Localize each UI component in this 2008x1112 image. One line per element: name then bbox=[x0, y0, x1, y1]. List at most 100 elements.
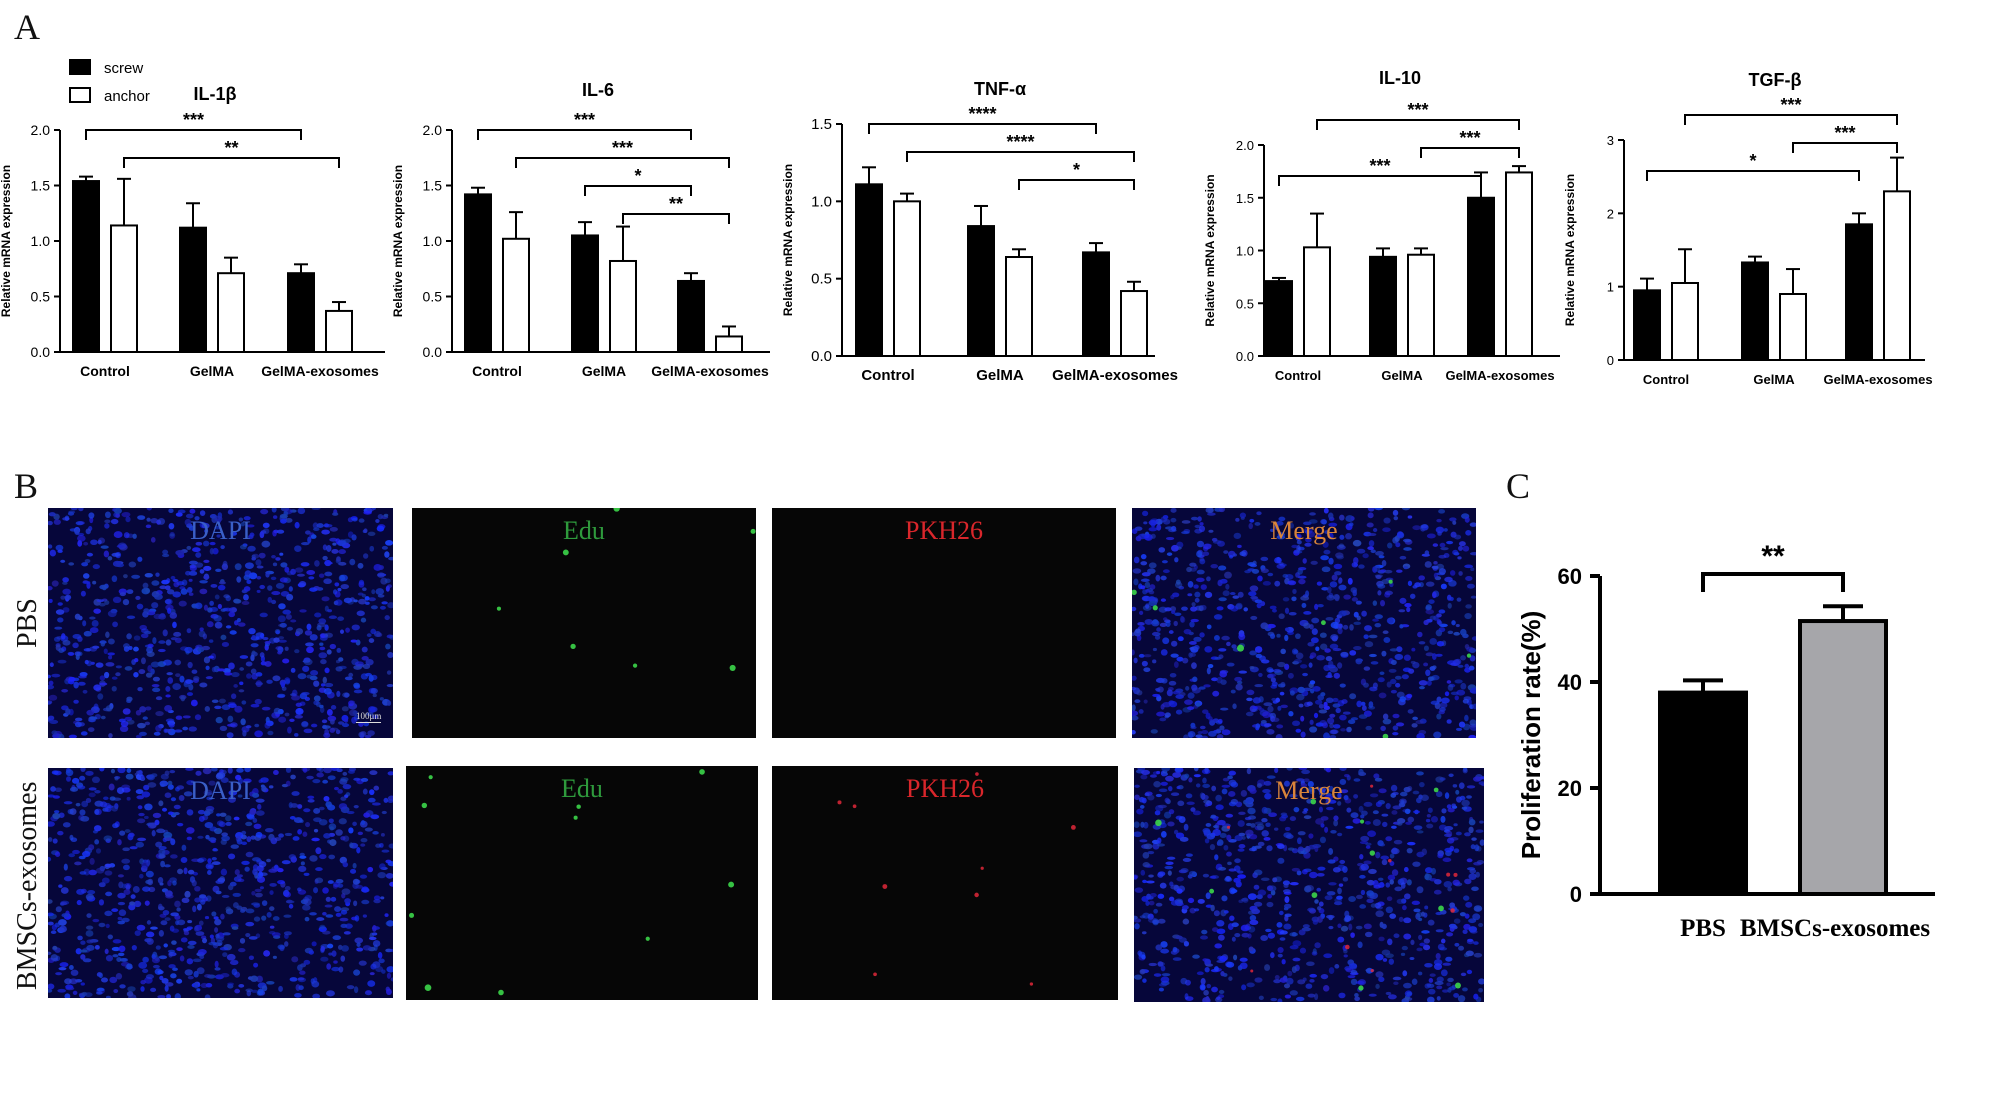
svg-text:****: **** bbox=[968, 104, 996, 124]
channel-label: Edu bbox=[561, 774, 603, 803]
chart-title: IL-10 bbox=[1379, 68, 1421, 88]
micrograph-pbs-merge: Merge bbox=[1132, 508, 1476, 738]
bar-anchor bbox=[502, 237, 530, 353]
bar-screw bbox=[1467, 196, 1495, 357]
bar-anchor bbox=[1779, 293, 1807, 361]
y-tick-label: 3 bbox=[1607, 133, 1614, 148]
significance-bracket: ** bbox=[123, 138, 340, 168]
y-axis-label: Relative mRNA expression bbox=[781, 164, 795, 316]
svg-text:*: * bbox=[1749, 151, 1756, 171]
significance-bracket: *** bbox=[515, 138, 730, 168]
significance-bracket: *** bbox=[1684, 95, 1898, 125]
y-tick-label: 1 bbox=[1607, 280, 1614, 295]
y-axis-label: Relative mRNA expression bbox=[391, 165, 405, 317]
bar-screw bbox=[1741, 261, 1769, 362]
micrograph-bmscs-exosomes-merge: Merge bbox=[1134, 768, 1484, 1002]
y-tick-label: 0.0 bbox=[423, 344, 443, 360]
svg-text:*: * bbox=[1073, 160, 1080, 180]
significance-bracket: **** bbox=[906, 132, 1135, 162]
y-tick-label: 1.0 bbox=[31, 233, 51, 249]
category-label: BMSCs-exosomes bbox=[1740, 915, 1931, 942]
category-label: GelMA-exosomes bbox=[261, 363, 379, 379]
micrograph-bmscs-exosomes-edu: Edu bbox=[406, 766, 758, 1000]
bar-screw bbox=[1845, 223, 1873, 361]
channel-label: PKH26 bbox=[904, 516, 983, 545]
chart-title: IL-1β bbox=[194, 84, 237, 104]
qpcr-chart-4: 0.0 0.5 1.0 1.5 2.0 Relative mRNA expression I… bbox=[1203, 68, 1560, 383]
category-label: GelMA-exosomes bbox=[1823, 372, 1932, 387]
micrograph-bmscs-exosomes-pkh26: PKH26 bbox=[772, 766, 1118, 1000]
y-tick-label: 0.0 bbox=[31, 344, 51, 360]
qpcr-chart-5: 0 1 2 3 Relative mRNA expression TGF-β Control… bbox=[1563, 70, 1933, 387]
y-tick-label: 0 bbox=[1607, 353, 1614, 368]
category-label: GelMA-exosomes bbox=[1052, 367, 1178, 384]
svg-text:**: ** bbox=[669, 194, 683, 214]
y-tick-label: 1.5 bbox=[811, 116, 832, 133]
category-label: GelMA bbox=[1381, 368, 1423, 383]
bar-screw bbox=[1265, 280, 1293, 357]
micrograph-pbs-dapi: DAPI 100μm bbox=[48, 508, 393, 738]
significance-bracket: * bbox=[1646, 151, 1860, 181]
chart-title: IL-6 bbox=[582, 80, 614, 100]
bar-screw bbox=[287, 272, 315, 353]
row-label-pbs: PBS bbox=[12, 598, 43, 648]
y-tick-label: 0.5 bbox=[811, 271, 832, 288]
bar-screw bbox=[677, 279, 705, 353]
bar-anchor bbox=[1505, 171, 1533, 357]
legend: screw anchor bbox=[69, 59, 150, 105]
significance-bracket: *** bbox=[477, 110, 692, 140]
bar-screw bbox=[464, 193, 492, 353]
svg-text:***: *** bbox=[1459, 128, 1480, 148]
panel-letter-a: A bbox=[14, 7, 40, 47]
qpcr-chart-panel: 0.0 0.5 1.0 1.5 2.0 Relative mRNA expression I… bbox=[0, 59, 1933, 387]
qpcr-chart-1: 0.0 0.5 1.0 1.5 2.0 Relative mRNA expression I… bbox=[0, 84, 385, 379]
y-axis-label: Relative mRNA expression bbox=[0, 165, 13, 317]
chart-title: TNF-α bbox=[974, 79, 1026, 99]
bar-anchor bbox=[1005, 256, 1033, 357]
y-tick-label: 40 bbox=[1558, 670, 1582, 695]
bar-screw bbox=[855, 183, 883, 357]
y-axis-label: Proliferation rate(%) bbox=[1516, 611, 1546, 860]
bar-anchor bbox=[1407, 253, 1435, 357]
significance-bracket: *** bbox=[1420, 128, 1520, 158]
bar-bmscs-exosomes bbox=[1798, 619, 1888, 896]
micrograph-pbs-pkh26: PKH26 bbox=[772, 508, 1116, 738]
bar-anchor bbox=[1671, 282, 1699, 361]
channel-label: PKH26 bbox=[905, 774, 984, 803]
significance-bracket: * bbox=[584, 166, 692, 196]
svg-text:***: *** bbox=[1407, 100, 1428, 120]
micrograph-pbs-edu: Edu bbox=[412, 508, 756, 738]
bar-screw bbox=[72, 180, 100, 353]
qpcr-chart-2: 0.0 0.5 1.0 1.5 2.0 Relative mRNA expression I… bbox=[391, 80, 770, 379]
y-tick-label: 2.0 bbox=[31, 122, 51, 138]
category-label: Control bbox=[1643, 372, 1689, 387]
qpcr-chart-3: 0.0 0.5 1.0 1.5 Relative mRNA expression TNF-… bbox=[781, 79, 1178, 384]
legend-label: screw bbox=[104, 60, 143, 77]
channel-label: Edu bbox=[563, 516, 605, 545]
y-tick-label: 0.0 bbox=[811, 348, 832, 365]
y-tick-label: 2.0 bbox=[1236, 138, 1254, 153]
significance-bracket: *** bbox=[1792, 123, 1898, 153]
row-label-bmscs-exosomes: BMSCs-exosomes bbox=[12, 781, 43, 990]
legend-swatch-anchor bbox=[69, 87, 91, 103]
y-tick-label: 0.5 bbox=[1236, 296, 1254, 311]
category-label: GelMA bbox=[582, 363, 626, 379]
legend-label: anchor bbox=[104, 88, 150, 105]
bar-screw bbox=[1633, 289, 1661, 362]
significance-bracket bbox=[1701, 572, 1845, 592]
bar-anchor bbox=[217, 272, 245, 353]
y-tick-label: 0.5 bbox=[31, 289, 51, 305]
svg-text:***: *** bbox=[612, 138, 633, 158]
y-tick-label: 1.5 bbox=[31, 178, 51, 194]
y-tick-label: 0.5 bbox=[423, 289, 443, 305]
svg-text:***: *** bbox=[183, 110, 204, 130]
bar-anchor bbox=[715, 335, 743, 353]
category-label: GelMA-exosomes bbox=[651, 363, 769, 379]
channel-label: DAPI bbox=[190, 776, 251, 805]
proliferation-axes: 0 20 40 60 Proliferation rate(%) PBS BMSCs-exo… bbox=[1516, 540, 1935, 942]
bar-anchor bbox=[609, 259, 637, 354]
category-label: GelMA bbox=[1753, 372, 1795, 387]
significance-bracket: *** bbox=[1278, 156, 1482, 186]
svg-text:***: *** bbox=[1834, 123, 1855, 143]
y-tick-label: 1.0 bbox=[423, 233, 443, 249]
